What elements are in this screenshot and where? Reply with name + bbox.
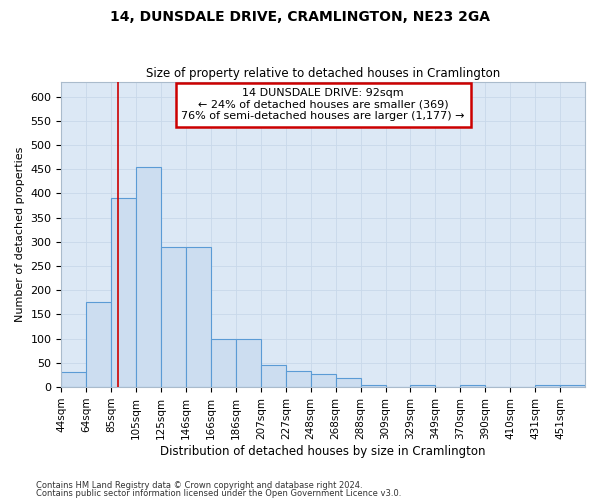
Bar <box>410 384 436 387</box>
Y-axis label: Number of detached properties: Number of detached properties <box>15 147 25 322</box>
Bar <box>311 374 335 387</box>
Bar <box>61 372 86 387</box>
Bar <box>335 378 361 387</box>
Text: Contains public sector information licensed under the Open Government Licence v3: Contains public sector information licen… <box>36 489 401 498</box>
Text: 14 DUNSDALE DRIVE: 92sqm
← 24% of detached houses are smaller (369)
76% of semi-: 14 DUNSDALE DRIVE: 92sqm ← 24% of detach… <box>181 88 465 122</box>
Bar <box>86 302 111 387</box>
Bar <box>535 384 560 387</box>
Bar <box>460 384 485 387</box>
Text: Contains HM Land Registry data © Crown copyright and database right 2024.: Contains HM Land Registry data © Crown c… <box>36 480 362 490</box>
Bar <box>560 384 585 387</box>
Bar <box>136 167 161 387</box>
Text: 14, DUNSDALE DRIVE, CRAMLINGTON, NE23 2GA: 14, DUNSDALE DRIVE, CRAMLINGTON, NE23 2G… <box>110 10 490 24</box>
Bar <box>211 338 236 387</box>
Bar <box>236 338 261 387</box>
Bar <box>261 365 286 387</box>
Bar <box>186 246 211 387</box>
Bar <box>286 370 311 387</box>
X-axis label: Distribution of detached houses by size in Cramlington: Distribution of detached houses by size … <box>160 444 486 458</box>
Title: Size of property relative to detached houses in Cramlington: Size of property relative to detached ho… <box>146 66 500 80</box>
Bar <box>161 246 186 387</box>
Bar <box>111 198 136 387</box>
Bar <box>361 384 386 387</box>
